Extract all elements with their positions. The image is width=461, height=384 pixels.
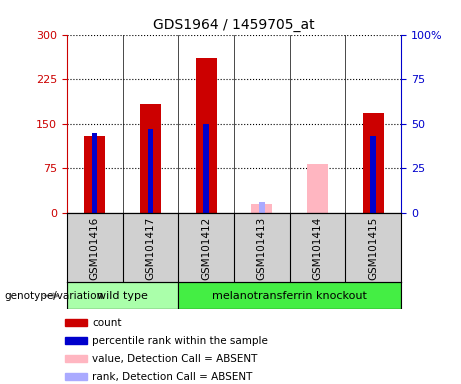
Text: rank, Detection Call = ABSENT: rank, Detection Call = ABSENT <box>92 371 253 382</box>
Text: genotype/variation: genotype/variation <box>5 291 104 301</box>
Text: GSM101414: GSM101414 <box>313 217 323 280</box>
Bar <box>371 136 376 213</box>
Text: percentile rank within the sample: percentile rank within the sample <box>92 336 268 346</box>
Title: GDS1964 / 1459705_at: GDS1964 / 1459705_at <box>153 18 315 32</box>
Text: wild type: wild type <box>97 291 148 301</box>
Bar <box>65 373 88 380</box>
Bar <box>65 319 88 326</box>
Bar <box>148 129 153 213</box>
Text: value, Detection Call = ABSENT: value, Detection Call = ABSENT <box>92 354 258 364</box>
Text: count: count <box>92 318 122 328</box>
Bar <box>203 124 209 213</box>
Bar <box>84 136 105 213</box>
Bar <box>67 282 178 309</box>
Bar <box>140 104 161 213</box>
Text: GSM101416: GSM101416 <box>90 217 100 280</box>
Bar <box>195 58 217 213</box>
Text: GSM101415: GSM101415 <box>368 217 378 280</box>
Text: GSM101417: GSM101417 <box>145 217 155 280</box>
Bar <box>65 355 88 362</box>
Bar <box>363 113 384 213</box>
Text: melanotransferrin knockout: melanotransferrin knockout <box>212 291 367 301</box>
Text: GSM101413: GSM101413 <box>257 217 267 280</box>
Bar <box>307 164 328 213</box>
Bar <box>92 133 97 213</box>
Bar <box>251 204 272 213</box>
Bar <box>178 282 401 309</box>
Bar <box>259 202 265 213</box>
Text: GSM101412: GSM101412 <box>201 217 211 280</box>
Bar <box>65 337 88 344</box>
